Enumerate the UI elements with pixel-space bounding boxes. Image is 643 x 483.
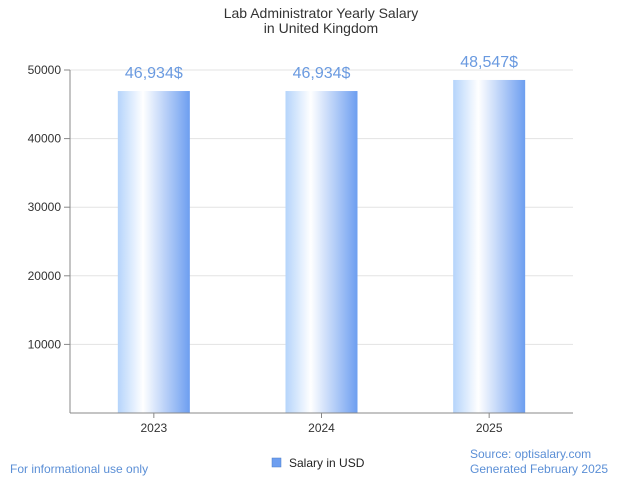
legend-label: Salary in USD	[289, 456, 365, 470]
y-tick-label-30000: 30000	[28, 200, 62, 214]
bars	[117, 79, 526, 413]
informational-note: For informational use only	[10, 462, 149, 476]
y-tick-label-40000: 40000	[28, 132, 62, 146]
y-tick-label-20000: 20000	[28, 269, 62, 283]
chart-title-line-2: in United Kingdom	[264, 20, 378, 36]
bar-2025	[453, 79, 526, 413]
y-tick-label-10000: 10000	[28, 337, 62, 351]
data-labels: 46,934$ 46,934$ 48,547$	[125, 54, 518, 82]
y-tick-label-50000: 50000	[28, 63, 62, 77]
legend-swatch	[271, 457, 282, 468]
chart-title-line-1: Lab Administrator Yearly Salary	[224, 5, 419, 21]
x-tick-label-2024: 2024	[308, 421, 335, 435]
data-label-2025: 48,547$	[460, 54, 518, 71]
data-label-2024: 46,934$	[293, 65, 351, 82]
data-label-2023: 46,934$	[125, 65, 183, 82]
legend: Salary in USD	[271, 456, 365, 470]
source-block: Source: optisalary.com Generated Februar…	[470, 447, 608, 477]
bar-2024	[285, 91, 358, 413]
x-axis-ticks: 2023 2024 2025	[140, 413, 503, 435]
bar-2023	[117, 91, 190, 413]
x-tick-label-2025: 2025	[476, 421, 503, 435]
source-link[interactable]: Source: optisalary.com	[470, 447, 592, 461]
x-tick-label-2023: 2023	[140, 421, 167, 435]
generated-date: Generated February 2025	[470, 462, 609, 476]
y-axis-ticks: 10000 20000 30000 40000 50000	[28, 63, 70, 351]
